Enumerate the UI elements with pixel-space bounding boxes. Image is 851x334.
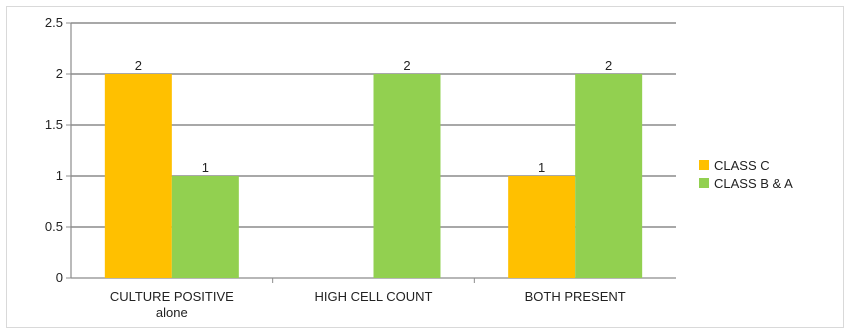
y-tick-label-2: 2 (56, 66, 63, 81)
data-label-class-c-both-present: 1 (538, 160, 545, 175)
legend-label-class-b-a: CLASS B & A (714, 175, 793, 191)
y-tick-label-1-5: 1.5 (45, 117, 63, 132)
legend-swatch-class-b-a (699, 178, 709, 188)
legend: CLASS C CLASS B & A (699, 156, 793, 192)
y-tick-label-1: 1 (56, 168, 63, 183)
y-tick-label-0-5: 0.5 (45, 219, 63, 234)
x-tick-label-both-present: BOTH PRESENT (525, 289, 626, 304)
data-label-class-b-a-both-present: 2 (605, 58, 612, 73)
x-tick-label-culture-positive-alone-line-2: alone (156, 305, 188, 320)
bar-class-b-a-culture-positive-alone (171, 176, 239, 278)
data-label-class-b-a-high-cell-count: 2 (403, 58, 410, 73)
data-label-class-c-culture-positive-alone: 2 (135, 58, 142, 73)
data-label-class-b-a-culture-positive-alone: 1 (202, 160, 209, 175)
bar-class-c-both-present (508, 176, 576, 278)
legend-item-class-c: CLASS C (699, 156, 793, 174)
y-tick-label-0: 0 (56, 270, 63, 285)
legend-item-class-b-a: CLASS B & A (699, 174, 793, 192)
x-tick-label-high-cell-count: HIGH CELL COUNT (315, 289, 433, 304)
y-tick-label-2-5: 2.5 (45, 15, 63, 30)
bar-class-b-a-both-present (575, 74, 643, 278)
x-tick-label-culture-positive-alone: CULTURE POSITIVE (110, 289, 234, 304)
bar-class-c-culture-positive-alone (104, 74, 172, 278)
legend-swatch-class-c (699, 160, 709, 170)
legend-label-class-c: CLASS C (714, 157, 770, 173)
bar-class-b-a-high-cell-count (373, 74, 441, 278)
